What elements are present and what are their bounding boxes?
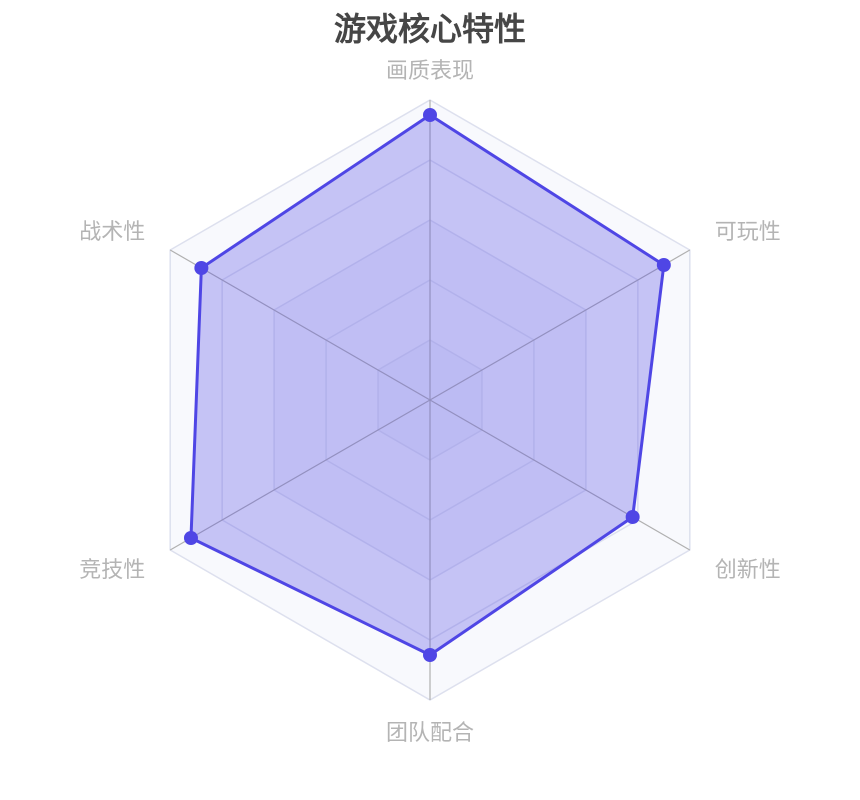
indicator-label: 画质表现 (386, 59, 474, 84)
data-point (423, 108, 437, 122)
indicator-label: 战术性 (79, 220, 145, 245)
axis-line (169, 249, 431, 401)
axis-line (429, 249, 691, 401)
data-point (194, 261, 209, 275)
chart-title: 游戏核心特性 (333, 10, 526, 48)
data-point (183, 531, 198, 545)
axis-line (169, 399, 431, 551)
indicator-label: 创新性 (715, 558, 781, 583)
indicator-label: 团队配合 (386, 721, 474, 746)
indicator-label: 竞技性 (79, 558, 145, 583)
data-point (656, 258, 671, 272)
axis-line (429, 399, 691, 551)
indicator-label: 可玩性 (715, 220, 781, 245)
data-point (423, 648, 437, 662)
data-point (625, 510, 640, 524)
